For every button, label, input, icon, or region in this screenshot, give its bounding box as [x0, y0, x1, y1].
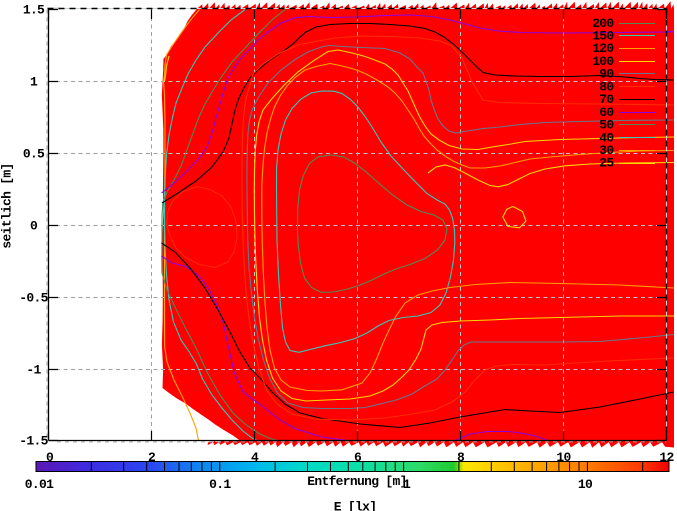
svg-text:1.5: 1.5 [23, 3, 45, 18]
svg-text:10: 10 [578, 477, 593, 492]
svg-text:Entfernung [m]: Entfernung [m] [307, 474, 406, 489]
svg-text:50: 50 [599, 118, 614, 133]
svg-text:90: 90 [599, 67, 614, 82]
svg-text:0: 0 [30, 219, 38, 234]
svg-text:60: 60 [599, 105, 614, 120]
svg-text:8: 8 [457, 450, 465, 465]
svg-text:0.01: 0.01 [25, 477, 54, 492]
svg-text:0: 0 [46, 450, 54, 465]
svg-text:-1: -1 [26, 363, 41, 378]
svg-text:E [lx]: E [lx] [334, 500, 377, 511]
svg-text:150: 150 [592, 29, 614, 44]
svg-text:2: 2 [148, 450, 156, 465]
svg-text:40: 40 [599, 130, 614, 145]
svg-text:1: 1 [403, 477, 411, 492]
svg-text:80: 80 [599, 79, 614, 94]
svg-text:200: 200 [592, 16, 614, 31]
svg-text:100: 100 [592, 54, 614, 69]
svg-text:0.1: 0.1 [209, 477, 231, 492]
svg-text:25: 25 [599, 156, 614, 171]
svg-text:-1.5: -1.5 [19, 434, 48, 449]
svg-text:6: 6 [354, 450, 362, 465]
svg-text:4: 4 [251, 450, 259, 465]
svg-text:-0.5: -0.5 [19, 291, 48, 306]
svg-text:30: 30 [599, 143, 614, 158]
svg-text:70: 70 [599, 92, 614, 107]
svg-text:seitlich [m]: seitlich [m] [0, 163, 15, 248]
svg-text:0.5: 0.5 [23, 147, 45, 162]
svg-text:1: 1 [30, 75, 38, 90]
svg-text:120: 120 [592, 41, 614, 56]
